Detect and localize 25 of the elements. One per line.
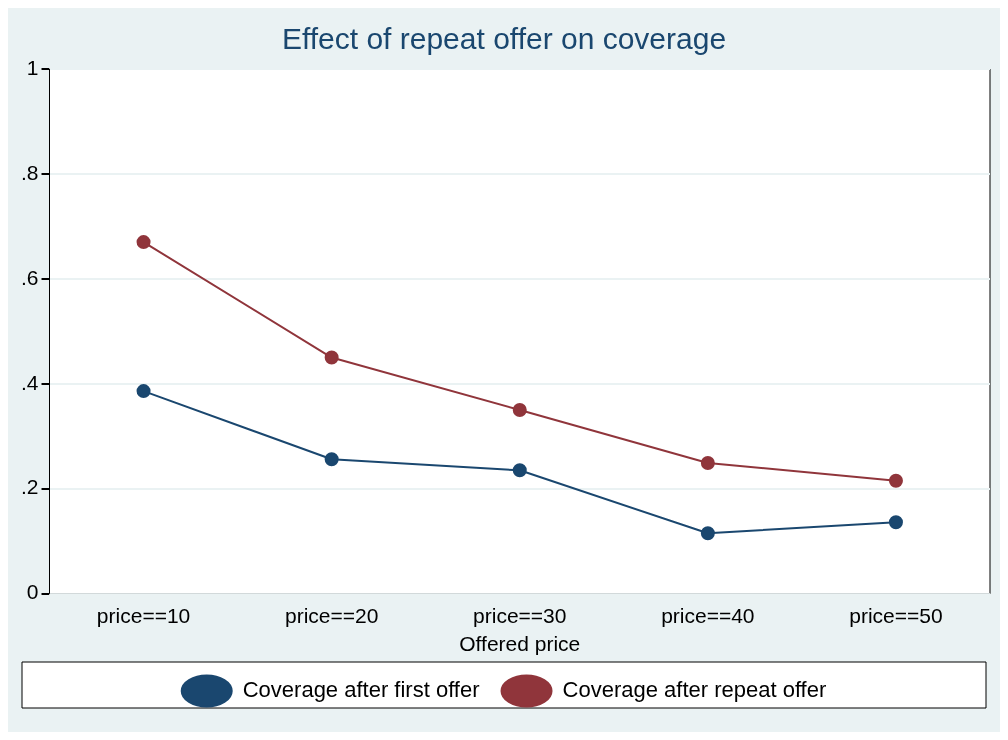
point	[512, 402, 527, 417]
point	[700, 526, 715, 541]
y-tick-label: .2	[21, 475, 39, 499]
point	[888, 515, 903, 530]
chart-title: Effect of repeat offer on coverage	[281, 22, 727, 56]
point	[324, 350, 339, 365]
y-tick-label: .6	[21, 265, 39, 289]
x-tick-label: price==40	[661, 604, 755, 627]
legend-label: Coverage after repeat offer	[562, 677, 827, 703]
y-tick-label: 1	[26, 55, 39, 79]
point	[888, 473, 903, 488]
y-tick-label: .8	[21, 160, 39, 184]
point	[700, 455, 715, 470]
point	[136, 235, 151, 250]
x-tick-label: price==20	[284, 604, 379, 627]
x-axis-title: Offered price	[459, 632, 581, 656]
x-tick-label: price==10	[96, 604, 191, 627]
legend-label: Coverage after first offer	[242, 677, 480, 703]
y-tick-label: 0	[26, 580, 39, 604]
point	[136, 384, 151, 399]
point	[512, 463, 527, 478]
x-tick-label: price==30	[473, 604, 567, 627]
point	[324, 452, 339, 467]
y-tick-label: .4	[21, 370, 39, 394]
x-tick-label: price==50	[849, 604, 943, 627]
